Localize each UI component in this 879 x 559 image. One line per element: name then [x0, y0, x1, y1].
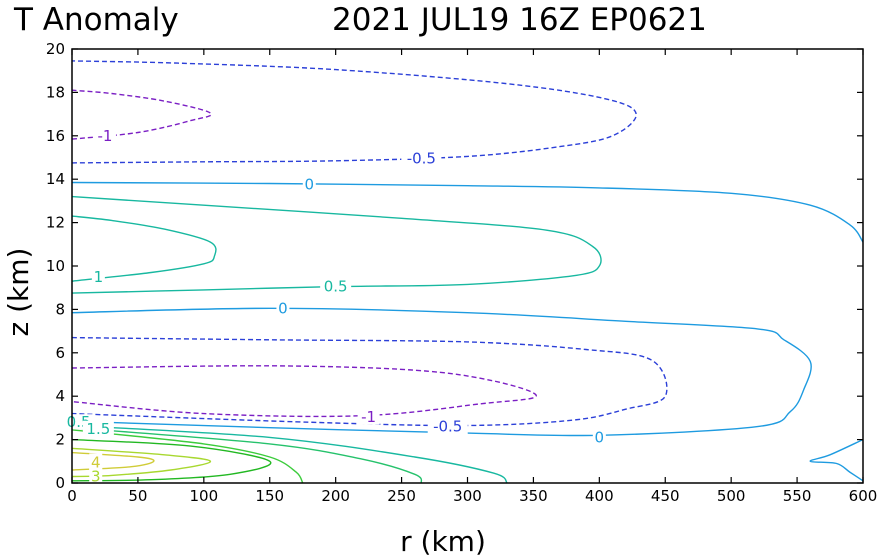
y-tick-label: 6	[55, 344, 65, 362]
inline-label-3: 3	[91, 467, 101, 485]
contour-label-bg-3	[320, 277, 352, 295]
y-axis-label: z (km)	[2, 248, 35, 337]
contour-label-0: -1	[97, 127, 112, 145]
x-tick-label: 250	[387, 487, 416, 505]
x-axis: 0 50 100 150 200 250 300 350 400 450 500 550 600	[67, 49, 877, 505]
contour-label-bg-6	[427, 417, 468, 435]
contour-label-bg-13	[89, 453, 103, 471]
inline-label-bg-3	[89, 468, 103, 484]
contour-lines	[71, 60, 864, 484]
contour-label-bg-7	[357, 407, 380, 425]
contour-line-12	[71, 447, 212, 478]
x-tick-label: 400	[585, 487, 614, 505]
contour-line-9	[71, 427, 423, 484]
contour-line-8	[71, 424, 508, 484]
inline-label-bg-0	[592, 429, 606, 445]
contour-label-1: -0.5	[407, 150, 436, 168]
contour-label-5: 0	[278, 299, 288, 317]
y-tick-label: 4	[55, 387, 65, 405]
y-tick-label: 14	[46, 170, 65, 188]
contour-label-2: 0	[305, 176, 315, 194]
contour-label-bg-4	[91, 267, 105, 285]
x-tick-label: 450	[651, 487, 680, 505]
x-axis-label: r (km)	[400, 525, 486, 558]
inline-label-0: 0	[595, 428, 605, 446]
x-tick-label: 200	[321, 487, 350, 505]
contour-line-3	[71, 195, 602, 294]
contour-line-4	[71, 215, 217, 282]
contour-line-6	[71, 336, 668, 427]
y-tick-label: 12	[46, 214, 65, 232]
y-tick-label: 8	[55, 300, 65, 318]
x-tick-label: 500	[717, 487, 746, 505]
x-tick-label: 150	[255, 487, 284, 505]
contour-line-7	[71, 365, 537, 418]
contour-label-6: -0.5	[433, 418, 462, 436]
contour-line-5	[71, 307, 812, 437]
contour-label-bg-0	[93, 126, 116, 144]
contour-line-2	[71, 181, 864, 243]
contour-line-1	[71, 60, 637, 164]
x-tick-label: 100	[190, 487, 219, 505]
contour-line-14	[809, 438, 864, 482]
contour-line-10	[71, 429, 304, 484]
y-tick-label: 16	[46, 127, 65, 145]
y-tick-label: 20	[46, 40, 65, 58]
contour-line-11	[71, 438, 272, 482]
contour-label-bg-5	[276, 299, 290, 317]
inline-label-bg-2	[82, 420, 114, 436]
contour-label-4: 1	[94, 268, 104, 286]
inline-label-2: 1.5	[86, 420, 110, 438]
x-tick-label: 600	[849, 487, 878, 505]
chart-subtitle: 2021 JUL19 16Z EP0621	[332, 2, 707, 38]
y-tick-label: 2	[55, 431, 65, 449]
y-tick-label: 0	[55, 474, 65, 492]
contour-label-3: 0.5	[324, 278, 348, 296]
contour-label-bg-2	[302, 175, 316, 193]
contour-label-7: -1	[361, 408, 376, 426]
y-tick-label: 18	[46, 83, 65, 101]
x-tick-label: 550	[783, 487, 812, 505]
contour-label-13: 4	[91, 453, 101, 471]
x-tick-label: 0	[67, 487, 77, 505]
chart-title: T Anomaly	[13, 2, 179, 38]
y-tick-label: 10	[46, 257, 65, 275]
x-tick-label: 50	[128, 487, 147, 505]
contour-label-bg-1	[401, 149, 442, 167]
x-tick-label: 300	[453, 487, 482, 505]
x-tick-label: 350	[519, 487, 548, 505]
contour-line-13	[71, 451, 155, 471]
contour-line-0	[71, 89, 213, 140]
